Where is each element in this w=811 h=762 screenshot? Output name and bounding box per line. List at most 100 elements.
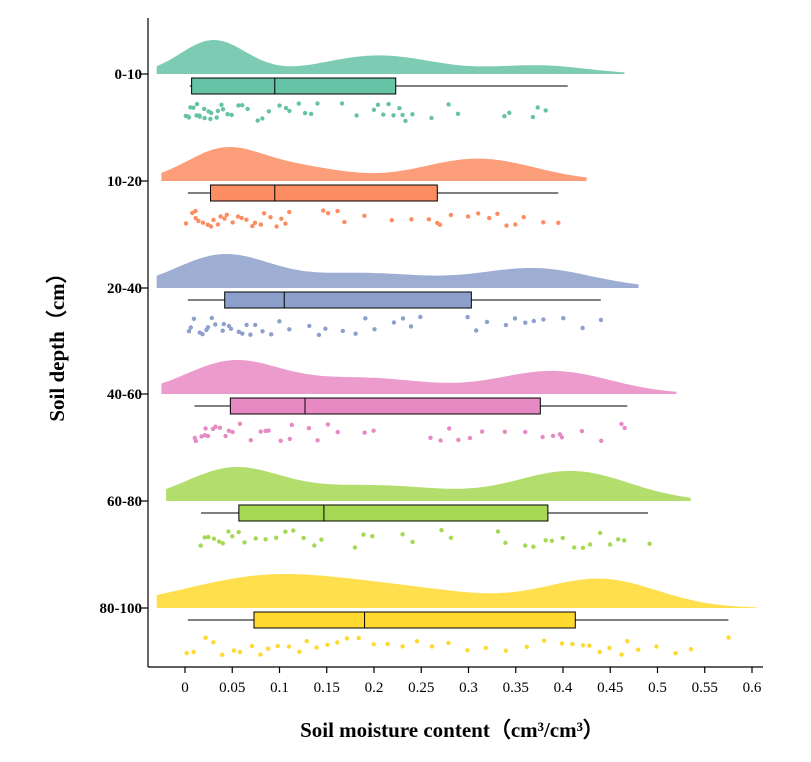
point-60-80-19: [361, 532, 366, 537]
point-0-10-26: [277, 103, 282, 108]
point-60-80-8: [236, 530, 241, 535]
point-60-80-9: [242, 540, 247, 545]
point-80-100-38: [636, 647, 641, 652]
point-10-20-11: [222, 216, 227, 221]
point-60-80-1: [202, 535, 207, 540]
point-40-60-2: [199, 434, 204, 439]
point-60-80-13: [283, 529, 288, 534]
point-0-10-9: [202, 115, 207, 121]
point-20-40-16: [248, 332, 253, 337]
y-axis-title: Soil depth（cm）: [45, 262, 69, 421]
y-tick-label-60-80: 60-80: [107, 494, 142, 510]
point-40-60-38: [579, 428, 585, 434]
box-0-10: [191, 77, 397, 95]
point-60-80-25: [495, 529, 501, 534]
point-40-60-12: [237, 421, 243, 426]
point-20-40-34: [474, 328, 479, 333]
point-80-100-4: [220, 652, 225, 657]
point-10-20-26: [321, 208, 326, 213]
point-40-60-23: [335, 429, 340, 435]
x-tick-label-6: 0.3: [459, 680, 478, 696]
point-80-100-2: [203, 635, 208, 640]
point-60-80-20: [370, 534, 375, 539]
point-10-20-41: [504, 223, 509, 228]
point-80-100-37: [625, 639, 630, 644]
x-tick-label-4: 0.2: [365, 680, 384, 696]
point-10-20-35: [437, 222, 443, 227]
point-10-20-27: [325, 211, 331, 216]
point-80-100-31: [570, 641, 575, 647]
point-20-40-13: [236, 329, 241, 334]
point-10-20-1: [190, 210, 195, 216]
point-60-80-33: [580, 545, 586, 550]
point-0-10-25: [266, 109, 272, 114]
point-10-20-2: [193, 215, 198, 221]
point-0-10-23: [255, 118, 260, 123]
point-0-10-45: [446, 102, 451, 107]
point-20-40-22: [307, 323, 312, 329]
point-80-100-8: [258, 652, 263, 657]
box-10-20: [210, 184, 438, 202]
point-80-100-13: [304, 638, 309, 644]
point-80-100-22: [414, 639, 420, 644]
point-80-100-30: [559, 641, 565, 646]
point-80-100-34: [597, 649, 602, 655]
point-20-40-23: [316, 332, 322, 338]
point-20-40-19: [269, 332, 274, 337]
point-0-10-12: [208, 116, 213, 122]
point-0-10-39: [391, 113, 396, 118]
point-20-40-0: [186, 329, 192, 334]
point-80-100-24: [446, 640, 451, 646]
point-20-40-32: [418, 314, 423, 320]
point-10-20-37: [465, 214, 471, 219]
density-cloud-0-10: [156, 40, 625, 74]
point-80-100-23: [429, 644, 435, 649]
point-0-10-46: [455, 111, 461, 117]
point-40-60-18: [287, 436, 292, 442]
point-60-80-7: [230, 534, 235, 539]
point-0-10-28: [287, 108, 292, 114]
point-10-20-18: [252, 220, 258, 225]
point-10-20-12: [224, 212, 229, 217]
point-10-20-42: [513, 222, 518, 227]
point-60-80-36: [607, 542, 613, 547]
point-60-80-22: [410, 539, 415, 545]
point-60-80-32: [572, 545, 577, 550]
point-40-60-7: [213, 424, 218, 429]
point-0-10-31: [309, 111, 314, 117]
point-20-40-2: [191, 316, 197, 321]
point-80-100-6: [237, 649, 243, 655]
point-10-20-3: [193, 208, 198, 214]
point-20-40-10: [221, 321, 226, 327]
point-40-60-21: [315, 438, 320, 443]
box-80-100: [253, 611, 576, 629]
point-60-80-38: [622, 538, 627, 543]
point-10-20-32: [409, 217, 414, 222]
point-10-20-33: [426, 217, 432, 222]
point-0-10-36: [375, 102, 381, 108]
point-60-80-23: [439, 528, 444, 533]
x-tick-label-3: 0.15: [314, 680, 340, 696]
point-60-80-31: [560, 535, 565, 541]
x-tick-label-9: 0.45: [597, 680, 623, 696]
point-40-60-27: [438, 438, 443, 443]
point-20-40-17: [253, 322, 258, 328]
point-20-40-33: [465, 314, 470, 320]
point-60-80-2: [206, 534, 211, 540]
point-80-100-35: [607, 645, 612, 651]
point-80-100-19: [371, 642, 376, 647]
box-40-60: [229, 397, 541, 415]
y-categories: 0-10 10-20 20-40 40-60 60-80 80-100: [100, 67, 148, 617]
point-0-10-51: [543, 108, 548, 113]
point-0-10-50: [535, 105, 540, 110]
point-20-40-35: [484, 319, 490, 325]
point-20-40-4: [200, 332, 205, 337]
point-40-60-29: [456, 437, 461, 443]
point-60-80-28: [531, 544, 536, 549]
point-40-60-31: [479, 429, 485, 434]
point-0-10-42: [403, 118, 408, 124]
point-80-100-10: [275, 643, 280, 649]
point-60-80-6: [226, 529, 231, 534]
density-cloud-10-20: [161, 147, 587, 181]
